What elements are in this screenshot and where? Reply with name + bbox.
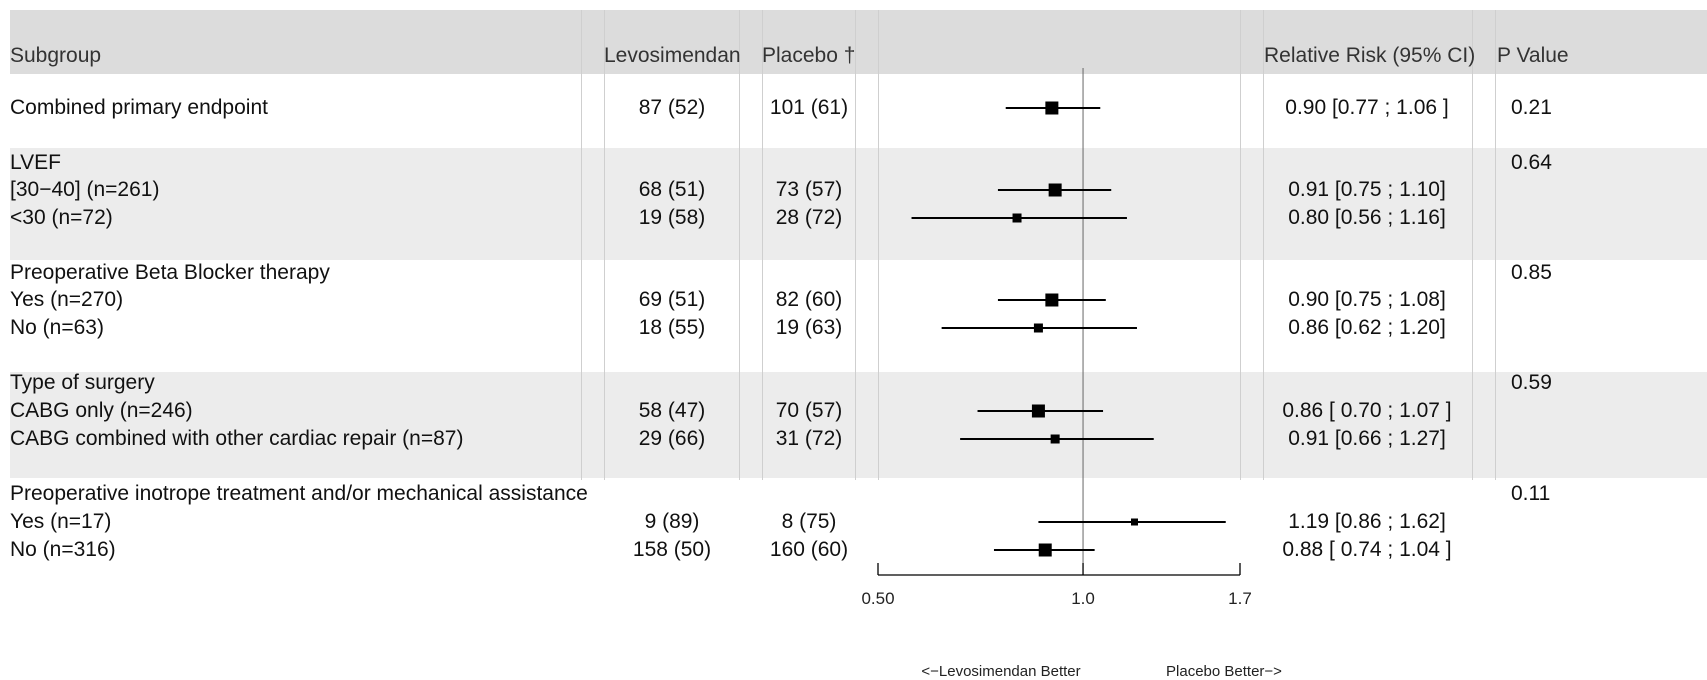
col-separator — [878, 10, 879, 480]
row-placebo: 28 (72) — [775, 206, 843, 229]
row-placebo: 8 (75) — [781, 510, 837, 533]
row-relative-risk: 0.86 [ 0.70 ; 1.07 ] — [1282, 399, 1452, 422]
row-relative-risk: 0.88 [ 0.74 ; 1.04 ] — [1282, 538, 1452, 561]
band-surgery — [10, 372, 1707, 478]
row-label: LVEF — [10, 151, 61, 174]
row-placebo: 160 (60) — [769, 538, 849, 561]
row-placebo: 101 (61) — [769, 96, 849, 119]
x-tick-label: 1.7 — [1228, 589, 1252, 608]
row-label: Preoperative inotrope treatment and/or m… — [10, 482, 588, 505]
col-separator — [1472, 10, 1473, 480]
row-levosimendan: 58 (47) — [638, 399, 706, 422]
x-tick-label: 1.0 — [1071, 589, 1095, 608]
col-separator — [1240, 10, 1241, 480]
band-lvef — [10, 148, 1707, 260]
col-separator — [604, 10, 605, 480]
row-levosimendan: 29 (66) — [638, 427, 706, 450]
row-label: No (n=316) — [10, 538, 116, 561]
row-placebo: 73 (57) — [775, 178, 843, 201]
row-relative-risk: 0.86 [0.62 ; 1.20] — [1288, 316, 1446, 339]
row-p-value: 0.85 — [1511, 261, 1552, 284]
point-estimate — [1045, 101, 1059, 115]
row-placebo: 82 (60) — [775, 288, 843, 311]
direction-label-left: <−Levosimendan Better — [921, 663, 1080, 680]
header-relative-risk: Relative Risk (95% CI) — [1264, 44, 1476, 67]
row-placebo: 31 (72) — [775, 427, 843, 450]
row-label: Yes (n=17) — [10, 510, 112, 533]
col-separator — [581, 10, 582, 480]
row-relative-risk: 0.91 [0.75 ; 1.10] — [1288, 178, 1446, 201]
point-estimate — [1031, 404, 1045, 418]
direction-label-right: Placebo Better−> — [1166, 663, 1282, 680]
row-levosimendan: 68 (51) — [638, 178, 706, 201]
col-separator — [1263, 10, 1264, 480]
row-relative-risk: 1.19 [0.86 ; 1.62] — [1288, 510, 1446, 533]
point-estimate — [1038, 543, 1052, 557]
row-placebo: 19 (63) — [775, 316, 843, 339]
row-label: <30 (n=72) — [10, 206, 113, 229]
row-levosimendan: 158 (50) — [632, 538, 712, 561]
row-p-value: 0.11 — [1511, 482, 1551, 505]
row-label: CABG only (n=246) — [10, 399, 193, 422]
row-label: Combined primary endpoint — [10, 96, 268, 119]
row-label: [30−40] (n=261) — [10, 178, 160, 201]
row-label: Type of surgery — [10, 371, 155, 394]
header-subgroup: Subgroup — [10, 44, 102, 67]
col-separator — [855, 10, 856, 480]
row-label: No (n=63) — [10, 316, 104, 339]
point-estimate — [1045, 293, 1059, 307]
row-levosimendan: 69 (51) — [638, 288, 706, 311]
row-relative-risk: 0.90 [0.75 ; 1.08] — [1288, 288, 1446, 311]
row-placebo: 70 (57) — [775, 399, 843, 422]
point-estimate — [1048, 183, 1062, 197]
col-separator — [1495, 10, 1496, 480]
row-levosimendan: 87 (52) — [638, 96, 706, 119]
row-label: CABG combined with other cardiac repair … — [10, 427, 464, 450]
row-p-value: 0.59 — [1511, 371, 1552, 394]
col-separator — [739, 10, 740, 480]
row-label: Preoperative Beta Blocker therapy — [10, 261, 330, 284]
point-estimate — [1130, 518, 1138, 526]
row-label: Yes (n=270) — [10, 288, 124, 311]
row-levosimendan: 9 (89) — [644, 510, 700, 533]
header-band — [10, 10, 1707, 74]
row-levosimendan: 18 (55) — [638, 316, 706, 339]
point-estimate — [1012, 213, 1022, 223]
point-estimate — [1033, 323, 1043, 333]
row-relative-risk: 0.91 [0.66 ; 1.27] — [1288, 427, 1446, 450]
header-p-value: P Value — [1497, 44, 1569, 67]
x-tick-label: 0.50 — [861, 589, 894, 608]
point-estimate — [1050, 434, 1060, 444]
header-levosimendan: Levosimendan — [604, 44, 741, 67]
col-separator — [762, 10, 763, 480]
row-relative-risk: 0.80 [0.56 ; 1.16] — [1288, 206, 1446, 229]
row-p-value: 0.64 — [1511, 151, 1552, 174]
row-p-value: 0.21 — [1511, 96, 1552, 119]
row-levosimendan: 19 (58) — [638, 206, 706, 229]
header-placebo: Placebo † — [762, 44, 856, 67]
row-relative-risk: 0.90 [0.77 ; 1.06 ] — [1285, 96, 1449, 119]
